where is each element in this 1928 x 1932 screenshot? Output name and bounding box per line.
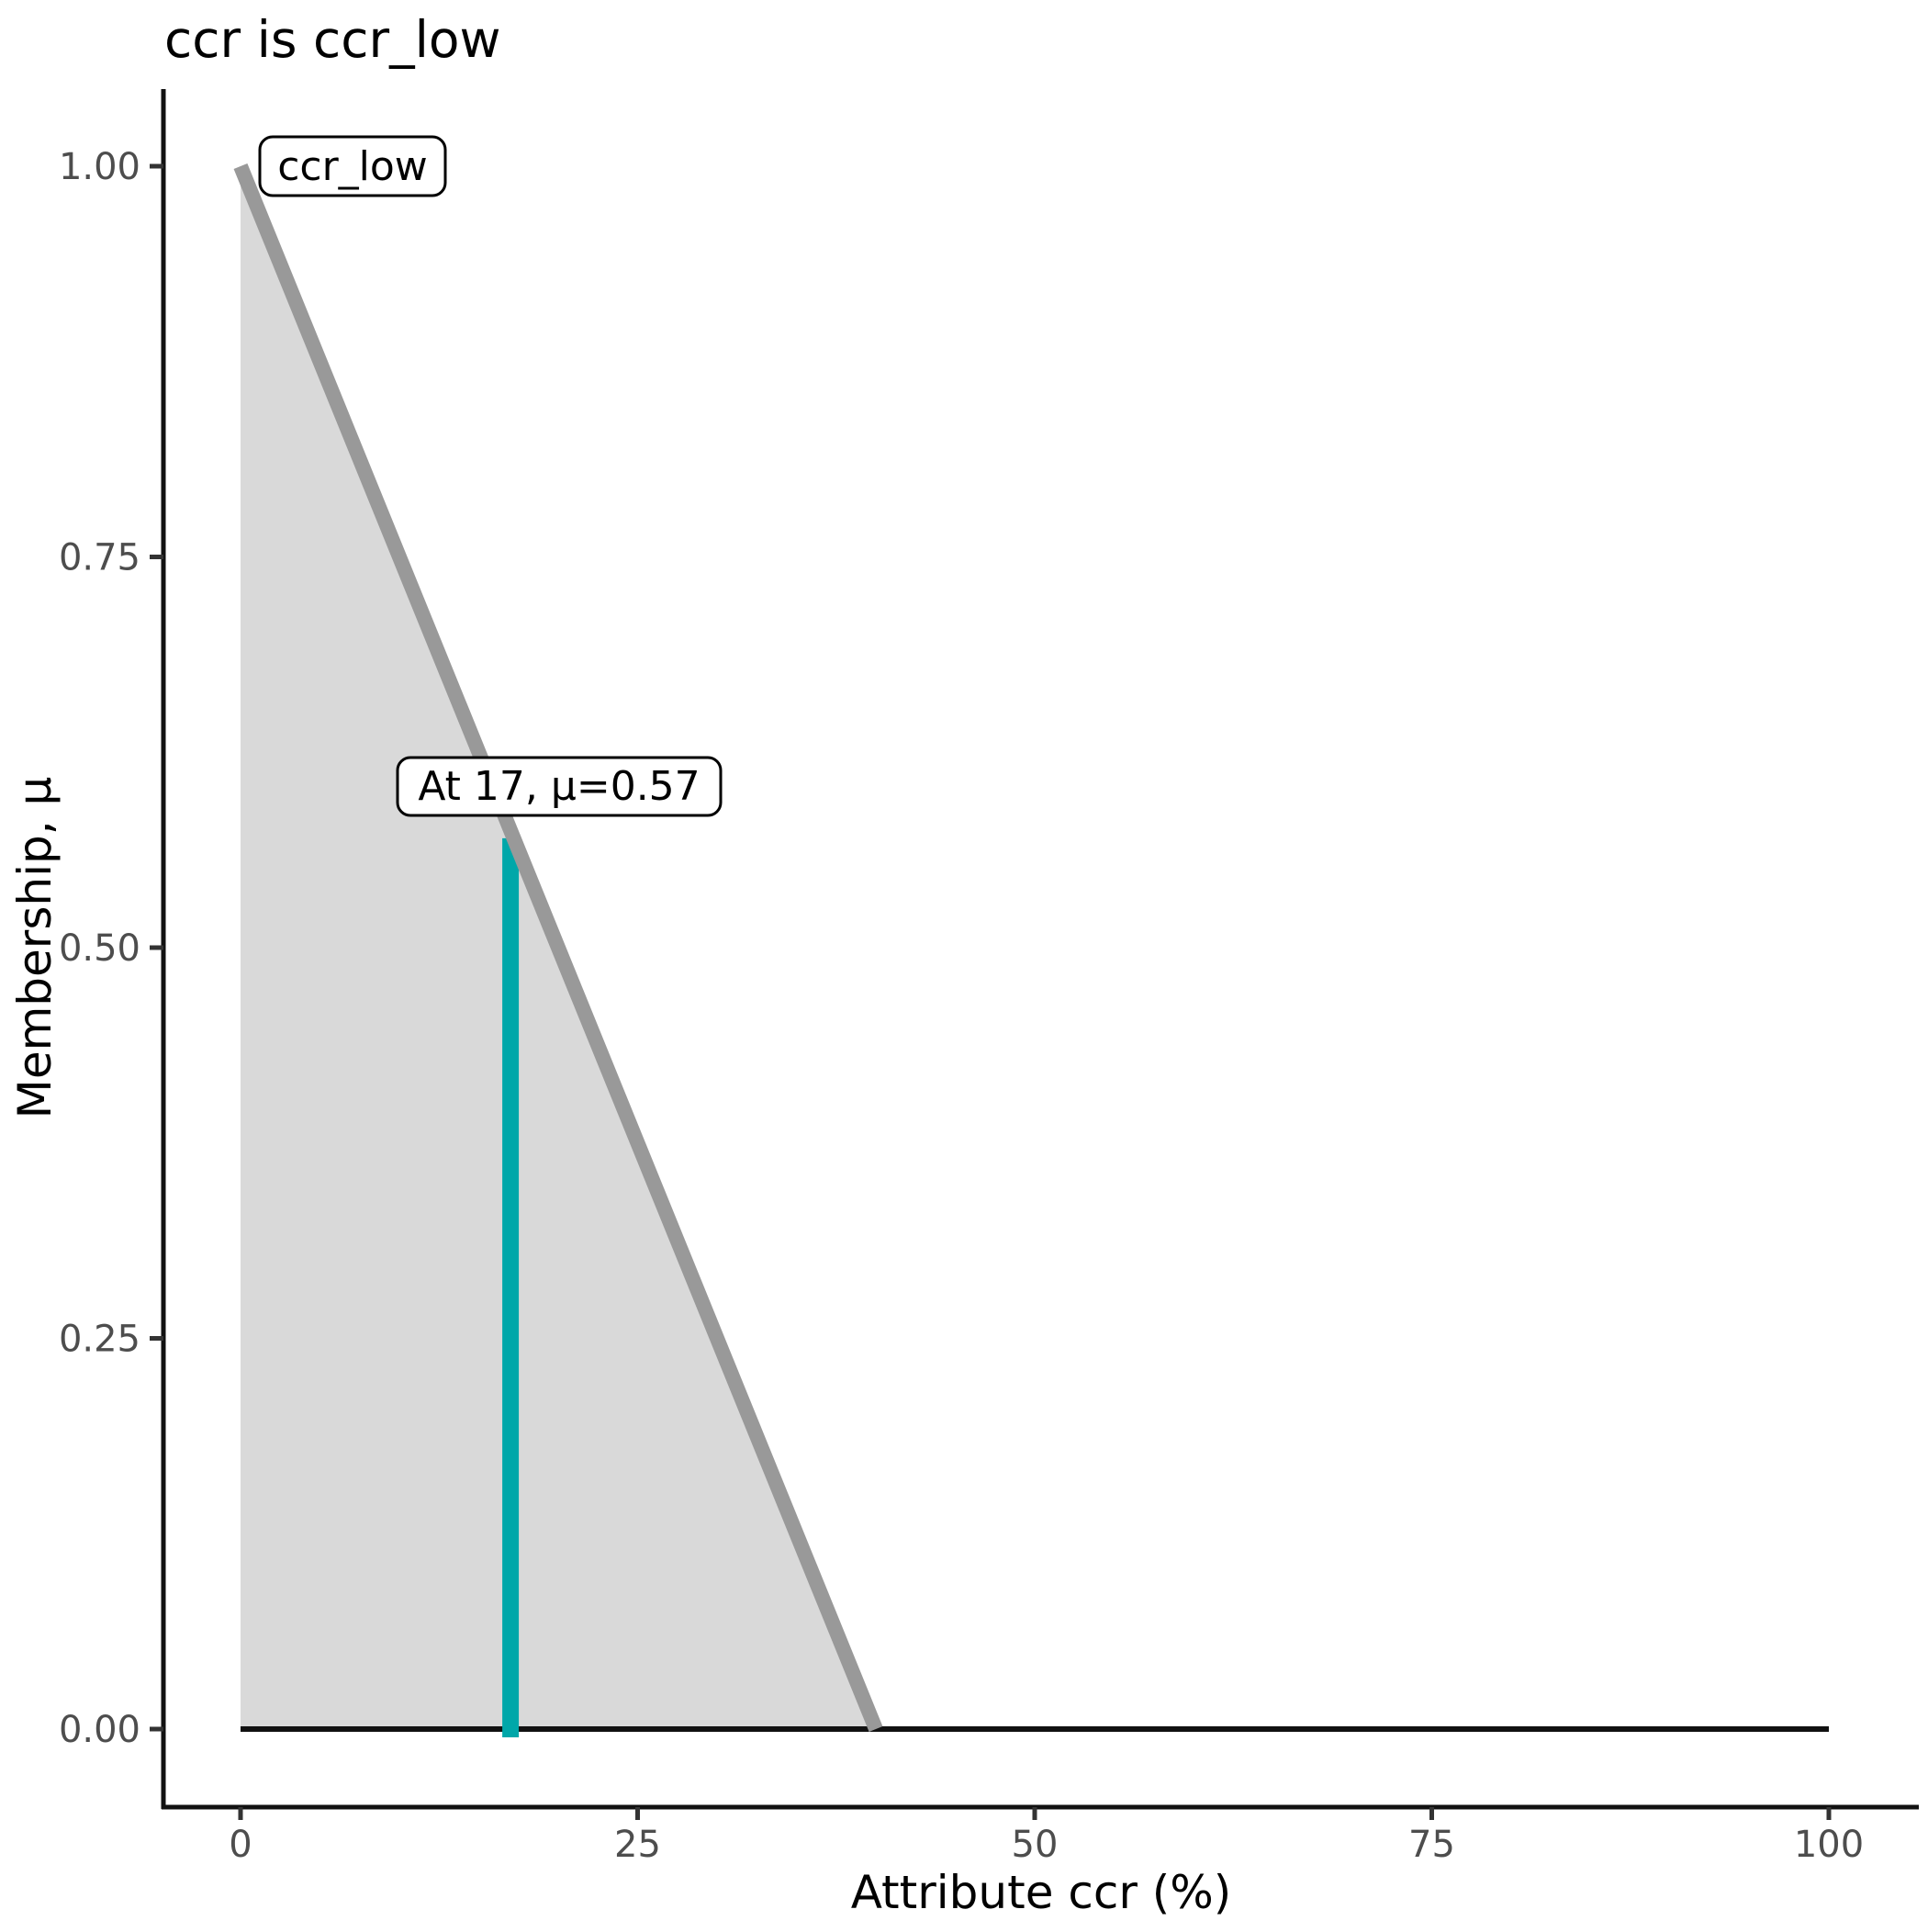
y-tick-label: 0.25: [59, 1319, 140, 1361]
crisp-label-text: At 17, μ=0.57: [418, 763, 700, 810]
axis-layer: 0 25 50 75 100 0.00 0.25 0.50 0.75 1.00: [59, 89, 1919, 1866]
series-layer: [233, 163, 1829, 1737]
x-tick-label: 75: [1408, 1824, 1455, 1866]
x-tick-label: 0: [229, 1824, 252, 1866]
y-tick-group: 0.00 0.25 0.50 0.75 1.00: [59, 146, 163, 1751]
set-label-box: [258, 135, 447, 197]
y-tick-label: 1.00: [59, 146, 140, 188]
x-tick-group: 0 25 50 75 100: [229, 1807, 1864, 1866]
crisp-label-annotation: At 17, μ=0.57: [396, 756, 723, 817]
x-axis-title: Attribute ccr (%): [851, 1866, 1232, 1919]
set-label-text: ccr_low: [277, 143, 428, 190]
plot-title: ccr is ccr_low: [164, 10, 501, 69]
y-tick-label: 0.75: [59, 537, 140, 579]
x-tick-label: 25: [614, 1824, 661, 1866]
y-tick-label: 0.00: [59, 1709, 140, 1751]
y-axis-title: Membership, μ: [8, 777, 62, 1119]
x-tick-label: 100: [1794, 1824, 1864, 1866]
y-tick-label: 0.50: [59, 927, 140, 970]
set-label-annotation: ccr_low: [258, 135, 447, 197]
x-tick-label: 50: [1012, 1824, 1059, 1866]
membership-line: [233, 163, 883, 1733]
crisp-label-box: [396, 756, 723, 817]
